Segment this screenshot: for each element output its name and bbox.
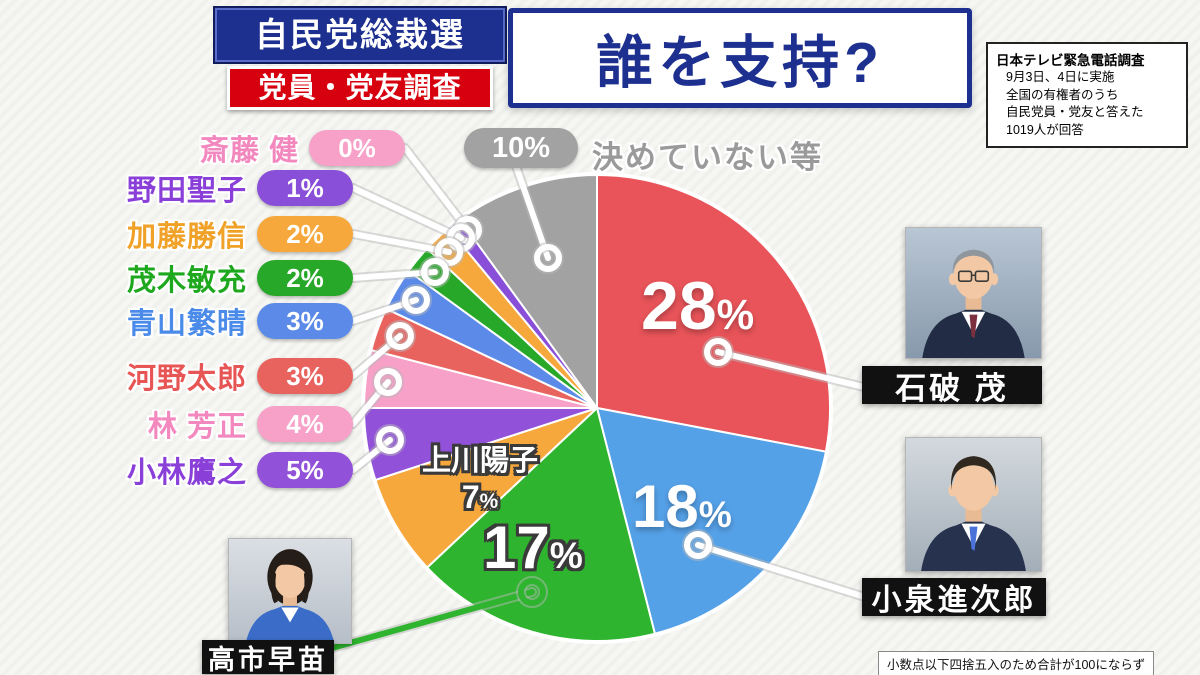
- callout-line-9: [715, 349, 871, 391]
- survey-info-title: 日本テレビ緊急電話調査: [996, 53, 1145, 68]
- callout-line-0: [402, 145, 471, 233]
- callout-line-11: [322, 589, 535, 653]
- candidate-row-hayashi: 林 芳正 4%: [0, 406, 353, 443]
- callout-dot-5: [386, 322, 414, 350]
- candidate-row-aoyama: 青山繁晴 3%: [0, 303, 353, 340]
- candidate-name: 河野太郎: [126, 363, 247, 395]
- ishiba-name-plate: 石破 茂: [862, 366, 1042, 406]
- candidate-percent-pill: 2%: [257, 216, 353, 252]
- value-number: 28: [641, 268, 717, 344]
- candidate-row-kato: 加藤勝信 2%: [0, 216, 353, 253]
- percent-sign: %: [479, 489, 499, 513]
- takaichi-photo-avatar: [229, 539, 351, 643]
- candidate-percent-pill: 0%: [309, 130, 405, 166]
- candidate-name: 小林鷹之: [126, 457, 247, 489]
- value-number: 7: [461, 478, 480, 515]
- callout-dot-3: [421, 258, 449, 286]
- candidate-name: 斎藤 健: [199, 135, 299, 167]
- callout-dot-7: [376, 426, 404, 454]
- ishiba-photo: [905, 227, 1042, 359]
- undecided-label: 決めていない等: [592, 140, 823, 175]
- topic-title: 自民党総裁選: [215, 8, 505, 62]
- candidate-name: 小泉進次郎: [871, 584, 1037, 617]
- koizumi-photo: [905, 437, 1042, 572]
- candidate-name: 茂木敏充: [126, 265, 247, 297]
- ishiba-photo-avatar: [906, 228, 1041, 358]
- callout-dot-9: [704, 338, 732, 366]
- value-number: 17: [483, 514, 550, 581]
- percent-sign: %: [716, 291, 755, 338]
- candidate-name: 上川陽子: [421, 445, 538, 477]
- candidate-row-kobayashi: 小林鷹之 5%: [0, 452, 353, 489]
- survey-info-box: 日本テレビ緊急電話調査 9月3日、4日に実施 全国の有権者のうち 自民党員・党友…: [986, 42, 1188, 148]
- takaichi-name-plate: 高市早苗: [202, 640, 334, 675]
- candidate-row-motegi: 茂木敏充 2%: [0, 260, 353, 297]
- koizumi-name-plate: 小泉進次郎: [862, 578, 1046, 617]
- slice-value-ishiba: 28%: [641, 272, 754, 340]
- main-title-box: 誰を支持?: [508, 8, 972, 108]
- candidate-percent-pill: 3%: [257, 358, 353, 394]
- callout-line-10: [695, 542, 871, 601]
- pie-slice-0: [596, 174, 831, 453]
- candidate-name: 青山繁晴: [126, 308, 247, 340]
- survey-info-line: 自民党員・党友と答えた: [1006, 105, 1144, 119]
- pie-slice-3: [374, 407, 598, 569]
- callout-dot-8: [534, 244, 562, 272]
- candidate-row-kono: 河野太郎 3%: [0, 358, 353, 395]
- pie-slice-2: [426, 407, 656, 642]
- takaichi-photo: [228, 538, 352, 644]
- candidate-percent-pill: 4%: [257, 406, 353, 442]
- survey-info-line: 9月3日、4日に実施: [1006, 70, 1115, 84]
- callout-dot-2: [435, 238, 463, 266]
- candidate-name: 高市早苗: [208, 644, 328, 675]
- page-title: 誰を支持?: [596, 31, 884, 95]
- callout-dot-11: [518, 578, 546, 606]
- koizumi-photo-avatar: [906, 438, 1041, 571]
- callout-line-8: [513, 163, 551, 261]
- slice-label-kamikawa: 上川陽子 7%: [412, 445, 548, 515]
- topic-subtitle: 党員・党友調査: [227, 66, 493, 110]
- candidate-percent-pill: 5%: [257, 452, 353, 488]
- candidate-percent-pill: 3%: [257, 303, 353, 339]
- callout-dot-10: [684, 531, 712, 559]
- callout-dot-4: [402, 286, 430, 314]
- slice-value-takaichi: 17%: [483, 518, 583, 578]
- percent-sign: %: [698, 493, 732, 535]
- candidate-name: 加藤勝信: [126, 221, 247, 253]
- topic-box: 自民党総裁選 党員・党友調査: [215, 8, 505, 110]
- slice-value-koizumi: 18%: [632, 477, 732, 537]
- survey-info-line: 全国の有権者のうち: [1006, 87, 1119, 102]
- callout-line-1: [350, 185, 464, 241]
- undecided-percent-pill: 10%: [464, 128, 578, 168]
- candidate-row-noda: 野田聖子 1%: [0, 170, 353, 207]
- rounding-footnote: 小数点以下四捨五入のため合計が100にならず: [878, 651, 1155, 675]
- candidate-name: 石破 茂: [895, 370, 1009, 406]
- candidate-name: 林 芳正: [147, 411, 247, 443]
- value-number: 18: [632, 473, 699, 540]
- survey-info-line: 1019人が回答: [1006, 122, 1084, 137]
- candidate-name: 野田聖子: [126, 175, 247, 207]
- candidate-row-saito: 斎藤 健 0%: [0, 130, 405, 167]
- percent-sign: %: [549, 534, 583, 576]
- callout-line-2: [350, 231, 452, 255]
- candidate-percent-pill: 1%: [257, 170, 353, 206]
- callout-dot-6: [374, 368, 402, 396]
- candidate-percent-pill: 2%: [257, 260, 353, 296]
